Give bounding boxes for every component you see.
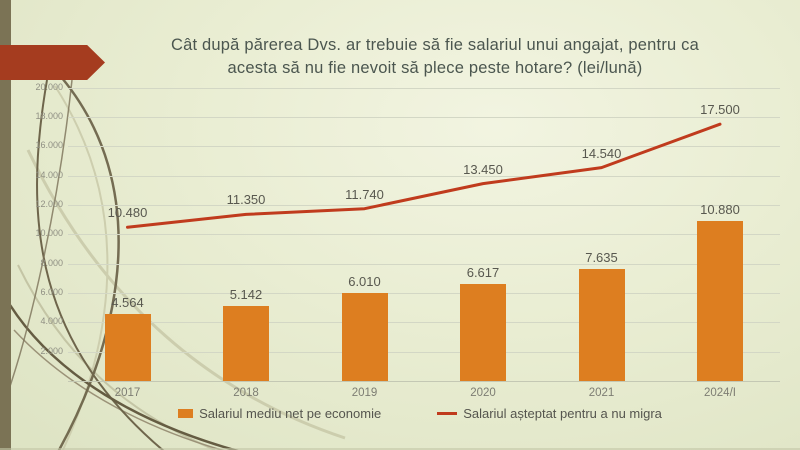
title-arrow-marker-icon: [0, 45, 105, 80]
bar-value-label: 5.142: [229, 286, 263, 302]
x-axis-line: [68, 381, 780, 382]
legend-label-line-series: Salariul așteptat pentru a nu migra: [463, 406, 662, 421]
y-axis-tick-label: 16.000: [35, 140, 63, 151]
line-swatch-icon: [437, 412, 458, 415]
gridline: [68, 146, 780, 148]
y-axis-tick-label: 6.000: [40, 286, 63, 297]
bar-value-label: 7.635: [585, 249, 618, 265]
x-axis-label: 2018: [233, 387, 259, 399]
slide-title-line1: Cât după părerea Dvs. ar trebuie să fie …: [170, 36, 700, 54]
line-value-label: 14.540: [581, 145, 622, 161]
line-value-label: 17.500: [700, 102, 740, 118]
legend-label-bar-series: Salariul mediu net pe economie: [199, 406, 382, 421]
x-axis-label: 2019: [351, 387, 378, 399]
bar-2021: [578, 268, 625, 381]
line-value-label: 13.450: [463, 161, 503, 177]
y-axis-tick-label: 12.000: [35, 198, 63, 209]
bar-value-label: 6.010: [348, 273, 381, 289]
legend-item-line-series: Salariul așteptat pentru a nu migra: [437, 406, 662, 421]
slide-title-line2: acesta să nu fie nevoit să plece peste h…: [227, 58, 643, 77]
line-value-label: 11.350: [226, 192, 266, 208]
x-axis-label: 2020: [470, 387, 496, 399]
y-axis-tick-label: 20.000: [35, 81, 63, 92]
x-axis-label: 2017: [114, 387, 141, 399]
x-axis-label: 2021: [588, 387, 615, 399]
bar-2019: [341, 292, 388, 381]
y-axis-tick-label: 14.000: [35, 169, 63, 180]
x-axis-label: 2024/I: [704, 387, 736, 399]
bar-swatch-icon: [178, 409, 194, 418]
gridline: [68, 175, 780, 177]
y-axis-tick-label: 4.000: [40, 316, 63, 327]
bar-2018: [223, 305, 269, 381]
legend-item-bar-series: Salariul mediu net pe economie: [178, 406, 381, 421]
gridline: [68, 116, 780, 118]
y-axis-tick-label: 10.000: [35, 228, 63, 239]
gridline: [68, 292, 780, 294]
line-value-label: 10.480: [107, 205, 148, 221]
gridline: [68, 322, 780, 324]
gridline: [68, 87, 780, 89]
bar-value-label: 10.880: [700, 202, 740, 218]
bar-2020: [460, 283, 506, 381]
bar-value-label: 4.564: [111, 295, 144, 311]
line-value-label: 11.740: [345, 186, 384, 202]
bar-2017: [104, 314, 151, 381]
gridline: [68, 234, 780, 236]
bar-2024/I: [697, 221, 743, 381]
y-axis-tick-label: 2.000: [40, 345, 63, 356]
left-accent-bar: [0, 0, 11, 450]
bar-value-label: 6.617: [466, 264, 500, 280]
y-axis-tick-label: 8.000: [40, 257, 63, 268]
gridline: [68, 351, 780, 353]
y-axis-tick-label: 18.000: [35, 110, 63, 121]
chart-legend: Salariul mediu net pe economie Salariul …: [40, 406, 800, 421]
slide-title: Cât după părerea Dvs. ar trebuie să fie …: [90, 34, 780, 80]
gridline: [68, 263, 780, 265]
